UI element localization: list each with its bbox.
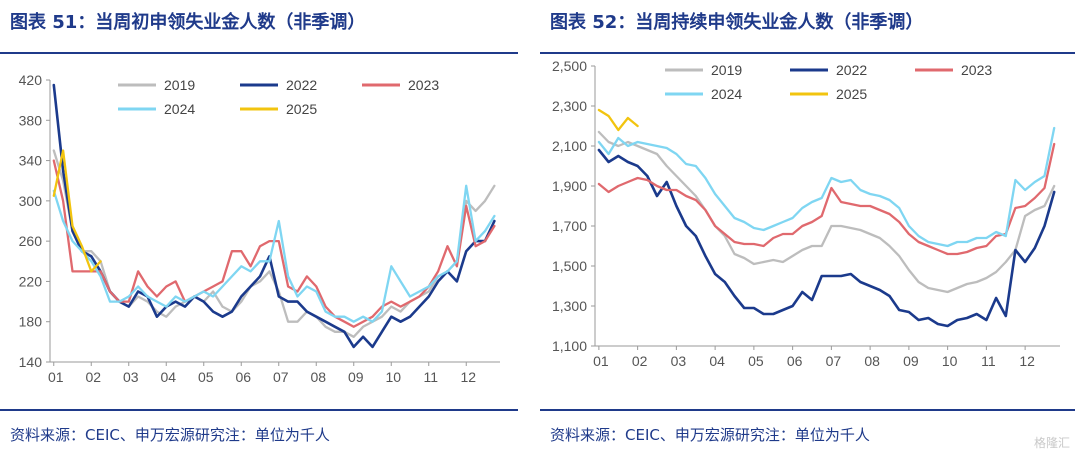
y-tick-label: 380 xyxy=(19,112,43,128)
title-rule xyxy=(540,52,1075,54)
y-tick-label: 1,900 xyxy=(552,178,587,194)
y-tick-label: 140 xyxy=(19,354,43,370)
source-note: 资料来源：CEIC、申万宏源研究注：单位为千人 xyxy=(10,426,330,444)
legend-label-2025: 2025 xyxy=(836,86,867,102)
legend-label-2022: 2022 xyxy=(836,62,867,78)
source-rule xyxy=(540,409,1075,411)
series-line-2024 xyxy=(52,184,496,323)
x-tick-label: 07 xyxy=(273,369,289,385)
legend-label-2022: 2022 xyxy=(286,77,317,93)
y-tick-label: 1,700 xyxy=(552,218,587,234)
y-tick-label: 1,300 xyxy=(552,298,587,314)
title-rule xyxy=(0,52,518,54)
x-tick-label: 04 xyxy=(160,369,176,385)
y-tick-label: 2,100 xyxy=(552,138,587,154)
x-tick-label: 08 xyxy=(310,369,326,385)
x-tick-label: 06 xyxy=(787,353,803,369)
series-line-2024 xyxy=(597,126,1056,248)
initial-claims-chart: 140 180 220 260 300 340 380 420 01 02 03 04 05 06 07 08… xyxy=(19,72,500,385)
x-tick-label: 02 xyxy=(85,369,101,385)
chart-title: 图表 52：当周持续申领失业金人数（非季调） xyxy=(550,12,924,33)
y-tick-label: 2,300 xyxy=(552,98,587,114)
x-tick-label: 02 xyxy=(632,353,648,369)
x-tick-label: 11 xyxy=(981,353,996,369)
x-tick-label: 12 xyxy=(460,369,476,385)
y-tick-label: 2,500 xyxy=(552,58,587,74)
x-tick-label: 04 xyxy=(709,353,725,369)
continuing-claims-chart: 1,100 1,300 1,500 1,700 1,900 2,100 2,300 2,500… xyxy=(552,58,1060,369)
x-tick-label: 03 xyxy=(123,369,139,385)
x-tick-label: 05 xyxy=(198,369,214,385)
y-tick-label: 300 xyxy=(19,193,43,209)
x-tick-label: 06 xyxy=(235,369,251,385)
source-rule xyxy=(0,409,518,411)
chart-title: 图表 51：当周初申领失业金人数（非季调） xyxy=(10,12,366,33)
series-line-2019 xyxy=(597,130,1056,294)
x-tick-label: 08 xyxy=(864,353,880,369)
legend-label-2023: 2023 xyxy=(961,62,992,78)
series-line-2025 xyxy=(52,149,102,273)
watermark-logo: 格隆汇 xyxy=(1033,436,1070,450)
series-line-2022 xyxy=(52,83,496,349)
right-panel: 图表 52：当周持续申领失业金人数（非季调） 1,100 1,300 1,500 1,… xyxy=(540,0,1080,457)
y-tick-label: 420 xyxy=(19,72,43,88)
x-tick-label: 10 xyxy=(385,369,401,385)
x-tick-label: 09 xyxy=(348,369,364,385)
x-tick-label: 07 xyxy=(826,353,842,369)
x-tick-label: 05 xyxy=(748,353,764,369)
source-note: 资料来源：CEIC、申万宏源研究注：单位为千人 xyxy=(550,426,870,444)
y-tick-label: 180 xyxy=(19,314,43,330)
y-tick-label: 340 xyxy=(19,153,43,169)
left-panel: 图表 51：当周初申领失业金人数（非季调） 140 180 220 260 300 340… xyxy=(0,0,528,457)
y-tick-label: 220 xyxy=(19,273,43,289)
x-tick-label: 11 xyxy=(423,369,438,385)
series-line-2022 xyxy=(597,148,1056,328)
y-tick-label: 1,100 xyxy=(552,338,587,354)
legend-label-2023: 2023 xyxy=(408,77,439,93)
legend-label-2024: 2024 xyxy=(164,101,195,117)
y-tick-label: 1,500 xyxy=(552,258,587,274)
legend-label-2024: 2024 xyxy=(711,86,742,102)
x-tick-label: 01 xyxy=(593,353,609,369)
x-tick-label: 10 xyxy=(942,353,958,369)
series-line-2025 xyxy=(597,108,639,132)
series-line-2023 xyxy=(597,142,1056,256)
x-tick-label: 09 xyxy=(903,353,919,369)
y-tick-label: 260 xyxy=(19,233,43,249)
legend-label-2025: 2025 xyxy=(286,101,317,117)
legend-label-2019: 2019 xyxy=(711,62,742,78)
x-tick-label: 01 xyxy=(48,369,64,385)
x-tick-label: 03 xyxy=(671,353,687,369)
legend-label-2019: 2019 xyxy=(164,77,195,93)
x-tick-label: 12 xyxy=(1019,353,1035,369)
